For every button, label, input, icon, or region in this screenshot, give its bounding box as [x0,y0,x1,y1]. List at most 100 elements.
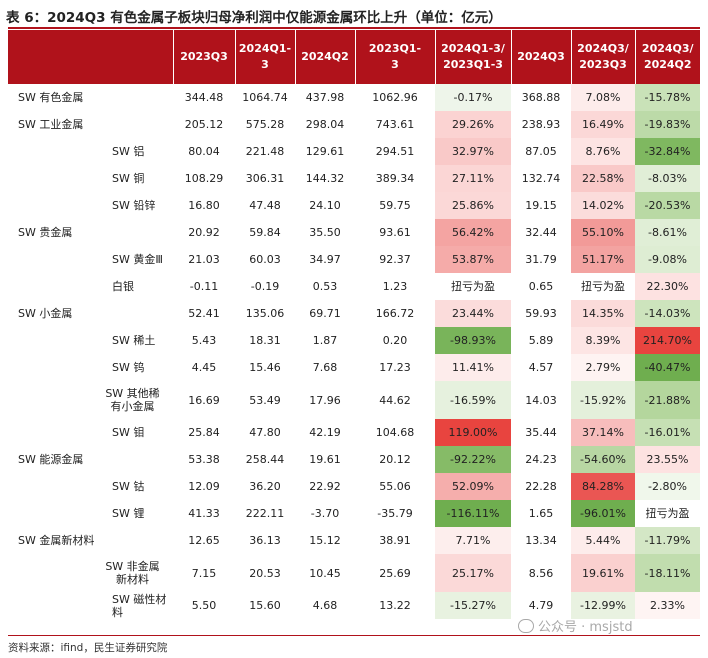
row-label: SW 能源金属 [18,453,84,466]
table-cell: -32.84% [635,138,700,165]
table-cell: 1062.96 [372,91,418,104]
table-cell: 0.53 [312,280,338,293]
table-row: SW 黄金Ⅲ 21.03 60.03 34.97 92.37 53.87% 31.79 51.… [8,246,700,273]
table-row: SW 能源金属 53.38 258.44 19.61 20.12 -92.22% 24.23… [8,446,700,473]
table-row: SW 钴 12.09 36.20 22.92 55.06 52.09% 22.28 84.28… [8,473,700,500]
row-label: SW 金属新材料 [18,534,95,547]
table-cell: 19.61 [309,453,341,466]
table-cell: 44.62 [379,393,411,407]
table-cell: 29.26% [435,111,511,138]
table-cell: 52.41 [188,307,220,320]
table-cell: 15.60 [249,599,281,612]
table-cell: 4.79 [528,599,554,612]
table-cell: -18.11% [635,554,700,592]
table-cell: 20.12 [379,453,411,466]
table-cell: 19.61% [571,554,635,592]
table-cell: 22.28 [525,480,557,493]
table-cell: 5.89 [528,334,554,347]
table-cell: 8.56 [528,566,554,580]
table-cell: 16.49% [571,111,635,138]
table-row: SW 有色金属 344.48 1064.74 437.98 1062.96 -0.17% 3… [8,84,700,111]
table-row: SW 钼 25.84 47.80 42.19 104.68 119.00% 35.44 37.… [8,419,700,446]
table-cell: 60.03 [249,253,281,266]
table-cell: 1.23 [382,280,408,293]
table-cell: 221.48 [245,145,285,158]
table-cell: 32.97% [435,138,511,165]
table-cell: -19.83% [635,111,700,138]
column-header: 2023Q1- 3 [355,30,436,84]
column-header: 2024Q1-3/2023Q1-3 [435,30,512,84]
table-cell: 25.84 [188,426,220,439]
table-cell: 12.09 [188,480,220,493]
table-row: SW 稀土 5.43 18.31 1.87 0.20 -98.93% 5.89 8.39% 21… [8,327,700,354]
table-cell: 15.12 [309,534,341,547]
row-label: SW 铅锌 [112,199,156,212]
table-cell: 222.11 [245,507,285,520]
table-cell: 53.49 [249,393,281,407]
table-cell: 56.42% [435,219,511,246]
table-cell: 34.97 [309,253,341,266]
row-label: SW 钴 [112,480,145,493]
wechat-icon [518,619,534,633]
table-cell: 31.79 [525,253,557,266]
table-cell: 20.53 [249,566,281,580]
table-cell: 55.10% [571,219,635,246]
table-cell: 36.13 [249,534,281,547]
column-header: 2024Q3/2023Q3 [571,30,636,84]
table-cell: 17.23 [379,361,411,374]
table-cell: 4.68 [312,599,338,612]
table-cell: 344.48 [184,91,224,104]
watermark-text: 公众号 · msjstd [538,620,633,635]
table-cell: 1.87 [312,334,338,347]
table-cell: -20.53% [635,192,700,219]
table-cell: 437.98 [305,91,345,104]
table-cell: 59.93 [525,307,557,320]
column-header: 2023Q3 [173,30,236,84]
table-cell: 7.68 [312,361,338,374]
table-cell: -14.03% [635,300,700,327]
table-cell: 23.55% [635,446,700,473]
table-cell: -9.08% [635,246,700,273]
table-cell: -98.93% [435,327,511,354]
table-cell: 37.14% [571,419,635,446]
table-row: SW 铅锌 16.80 47.48 24.10 59.75 25.86% 19.15 14.0… [8,192,700,219]
table-cell: 53.87% [435,246,511,273]
table-cell: 22.30% [635,273,700,300]
table-cell: 扭亏为盈 [451,280,495,293]
table-cell: 214.70% [635,327,700,354]
table-cell: 4.45 [191,361,217,374]
table-cell: 294.51 [375,145,415,158]
table-row: SW 铝 80.04 221.48 129.61 294.51 32.97% 87.05 8.… [8,138,700,165]
table-cell: 16.69 [188,393,220,407]
table-row: SW 其他稀有小金属 16.69 53.49 17.96 44.62 -16.59% 14.… [8,381,700,419]
table-cell: 25.86% [435,192,511,219]
table-row: SW 金属新材料 12.65 36.13 15.12 38.91 7.71% 13.34 5.… [8,527,700,554]
table-cell: 132.74 [521,172,561,185]
row-label: SW 贵金属 [18,226,73,239]
table-cell: 24.23 [525,453,557,466]
table-cell: -15.78% [635,84,700,111]
table-cell: 19.15 [525,199,557,212]
table-cell: -15.92% [571,381,635,419]
table-cell: -16.59% [435,381,511,419]
table-cell: 23.44% [435,300,511,327]
column-header: 2024Q3/2024Q2 [635,30,700,84]
table-cell: -96.01% [571,500,635,527]
table-cell: 69.71 [309,307,341,320]
table-row: SW 工业金属 205.12 575.28 298.04 743.61 29.26% 238… [8,111,700,138]
row-label: SW 其他稀有小金属 [105,387,160,413]
table-cell: 4.57 [528,361,554,374]
table-cell: 21.03 [188,253,220,266]
table-cell: 389.34 [375,172,415,185]
table-cell: 14.35% [571,300,635,327]
table-cell: -3.70 [310,507,340,520]
table-cell: 14.03 [525,393,557,407]
table-cell: -12.99% [571,592,635,619]
table-cell: 18.31 [249,334,281,347]
table-cell: 108.29 [184,172,224,185]
table-cell: 119.00% [435,419,511,446]
table-row: SW 磁性材料 5.50 15.60 4.68 13.22 -15.27% 4.79 -12.… [8,592,700,619]
table-cell: 135.06 [245,307,285,320]
table-cell: 306.31 [245,172,285,185]
row-label: SW 锂 [112,507,145,520]
